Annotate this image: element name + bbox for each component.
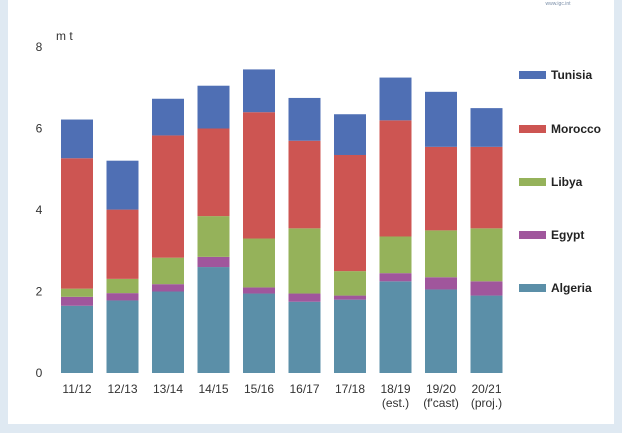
bar-segment-morocco xyxy=(197,128,230,217)
bar-segment-algeria xyxy=(379,281,412,373)
bar-segment-algeria xyxy=(288,301,321,373)
bar-segment-tunisia xyxy=(379,77,412,121)
bar-segment-libya xyxy=(425,230,457,278)
bar-segment-egypt xyxy=(379,273,412,282)
x-tick-label: (est.) xyxy=(382,396,409,410)
legend-swatch-algeria xyxy=(519,284,546,292)
bar-segment-egypt xyxy=(425,277,457,290)
bar-segment-algeria xyxy=(197,267,230,373)
legend-swatch-tunisia xyxy=(519,71,546,79)
x-tick-label: (f'cast) xyxy=(423,396,459,410)
bar-segment-morocco xyxy=(470,146,503,229)
legend: Tunisia Morocco Libya Egypt Algeria xyxy=(519,68,601,295)
bar-segment-egypt xyxy=(106,293,139,301)
y-tick-label: 6 xyxy=(36,122,43,136)
x-axis-labels: 11/12 12/13 13/14 14/15 15/16 16/17 17/18 18/19… xyxy=(62,382,502,410)
bar-segment-egypt xyxy=(334,295,366,300)
bar-segment-tunisia xyxy=(425,91,457,147)
bar-segment-egypt xyxy=(61,296,93,306)
x-tick-label: 17/18 xyxy=(335,382,365,396)
y-tick-label: 0 xyxy=(36,366,43,380)
bar-segment-libya xyxy=(61,288,93,297)
bar-segment-morocco xyxy=(288,140,321,229)
x-tick-label: 15/16 xyxy=(244,382,274,396)
bar-segment-egypt xyxy=(152,284,184,292)
bar-segment-morocco xyxy=(425,146,457,231)
bar-segment-algeria xyxy=(243,293,275,373)
bar-segment-algeria xyxy=(61,305,93,373)
y-axis-ticks: 0 2 4 6 8 xyxy=(36,40,43,380)
bar-segment-libya xyxy=(243,238,275,288)
y-tick-label: 4 xyxy=(36,203,43,217)
bar-segment-morocco xyxy=(243,112,275,239)
bar-segment-egypt xyxy=(470,281,503,296)
bar-segment-morocco xyxy=(152,135,184,258)
bar-segment-tunisia xyxy=(152,98,184,136)
stacked-bar-chart: www.igc.int m t 0 2 4 6 8 11/12 12/13 13/14 14/… xyxy=(36,1,601,410)
bar-segment-tunisia xyxy=(197,85,230,129)
source-note: www.igc.int xyxy=(545,1,571,7)
bar-segment-libya xyxy=(106,278,139,294)
y-tick-label: 8 xyxy=(36,40,43,54)
legend-label-morocco: Morocco xyxy=(551,122,601,136)
bar-segment-tunisia xyxy=(61,119,93,159)
bar-segment-tunisia xyxy=(470,108,503,147)
legend-swatch-egypt xyxy=(519,231,546,239)
bar-segment-morocco xyxy=(379,120,412,237)
x-tick-label: 13/14 xyxy=(153,382,183,396)
bar-segment-morocco xyxy=(61,158,93,289)
bar-segment-morocco xyxy=(106,209,139,279)
bar-segment-algeria xyxy=(470,295,503,373)
bar-segment-tunisia xyxy=(243,69,275,113)
x-tick-label: 18/19 xyxy=(380,382,410,396)
bar-segment-libya xyxy=(379,236,412,274)
legend-label-libya: Libya xyxy=(551,175,583,189)
x-tick-label: 16/17 xyxy=(289,382,319,396)
bar-segment-algeria xyxy=(425,289,457,373)
legend-swatch-morocco xyxy=(519,125,546,133)
x-tick-label: 14/15 xyxy=(198,382,228,396)
legend-label-egypt: Egypt xyxy=(551,228,584,242)
bar-segment-libya xyxy=(152,257,184,285)
legend-label-algeria: Algeria xyxy=(551,281,592,295)
bar-segment-tunisia xyxy=(106,160,139,210)
bar-segment-libya xyxy=(288,228,321,294)
bar-segment-egypt xyxy=(197,256,230,268)
legend-swatch-libya xyxy=(519,178,546,186)
bar-segment-algeria xyxy=(152,291,184,373)
chart-panel: www.igc.int m t 0 2 4 6 8 11/12 12/13 13/14 14/… xyxy=(8,0,614,424)
bar-segment-algeria xyxy=(334,299,366,373)
bar-segment-morocco xyxy=(334,154,366,272)
bar-segment-tunisia xyxy=(334,114,366,155)
x-tick-label: 20/21 xyxy=(471,382,501,396)
legend-label-tunisia: Tunisia xyxy=(551,68,592,82)
bars-group xyxy=(61,69,503,373)
x-tick-label: 19/20 xyxy=(426,382,456,396)
bar-segment-egypt xyxy=(288,293,321,302)
x-tick-label: (proj.) xyxy=(471,396,502,410)
bar-segment-egypt xyxy=(243,287,275,294)
y-tick-label: 2 xyxy=(36,285,43,299)
bar-segment-libya xyxy=(197,216,230,257)
bar-segment-libya xyxy=(334,271,366,296)
bar-segment-libya xyxy=(470,228,503,282)
x-tick-label: 11/12 xyxy=(62,382,91,396)
bar-segment-algeria xyxy=(106,300,139,373)
bar-segment-tunisia xyxy=(288,97,321,141)
y-axis-unit-label: m t xyxy=(56,29,73,43)
x-tick-label: 12/13 xyxy=(107,382,137,396)
